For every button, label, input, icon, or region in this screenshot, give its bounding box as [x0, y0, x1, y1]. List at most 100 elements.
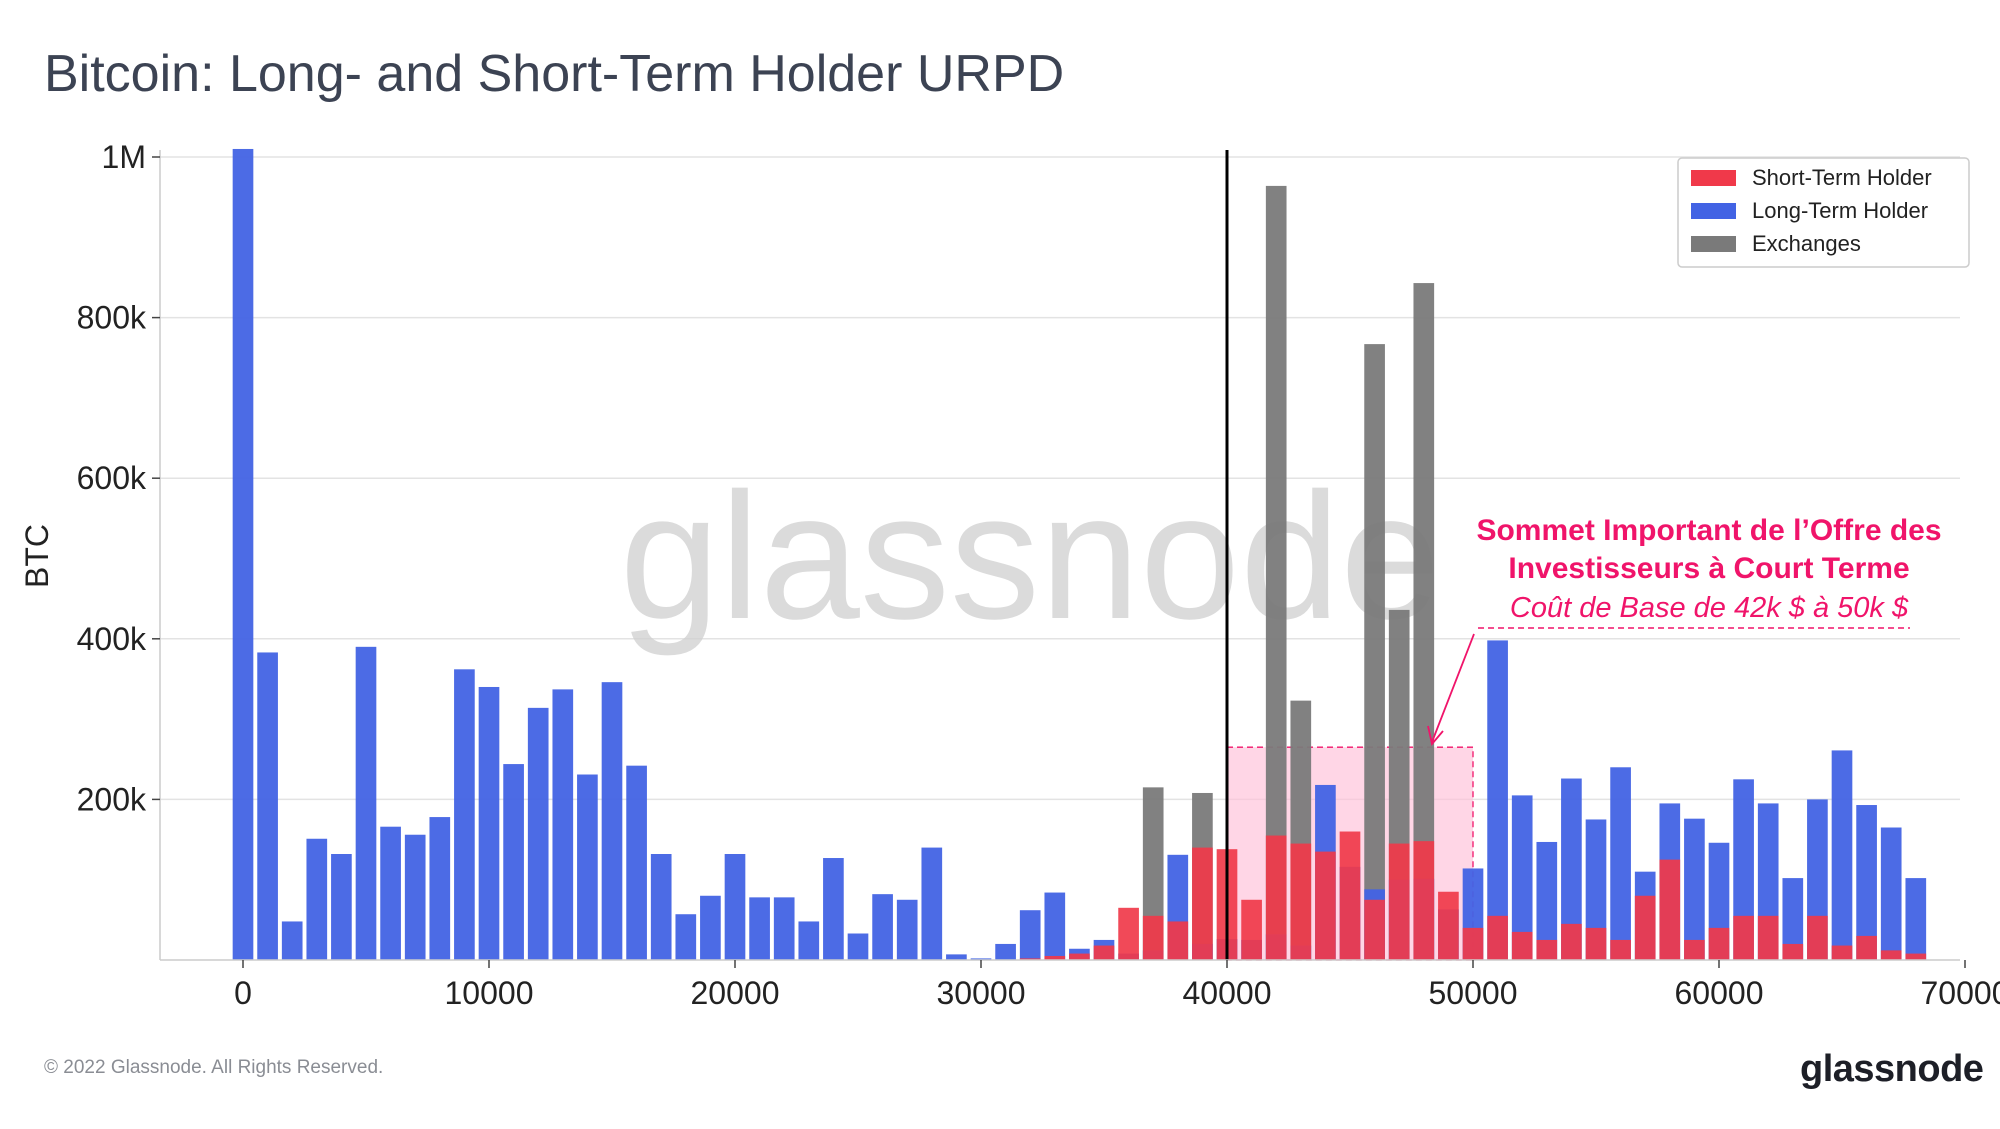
bar-long-term-holder — [1019, 910, 1041, 960]
annotation: Sommet Important de l’Offre des Investis… — [1427, 514, 1942, 746]
bar-short-term-holder — [1807, 915, 1828, 960]
bar-long-term-holder — [823, 858, 844, 960]
x-tick-label: 60000 — [1675, 975, 1764, 1011]
bar-short-term-holder — [1511, 931, 1533, 960]
bar-long-term-holder — [1044, 892, 1066, 960]
bar-short-term-holder — [1339, 831, 1361, 960]
bar-short-term-holder — [1634, 895, 1656, 960]
bar-long-term-holder — [724, 854, 746, 960]
bar-short-term-holder — [1069, 953, 1090, 960]
ticks-layer: 200k 400k 600k 800k 1M 0 10000 20000 30000 40000 5… — [77, 139, 2000, 1011]
bar-long-term-holder — [921, 847, 943, 960]
x-tick-label: 0 — [234, 975, 252, 1011]
bar-long-term-holder — [1782, 878, 1804, 960]
bar-short-term-holder — [1536, 939, 1558, 960]
bar-short-term-holder — [1585, 927, 1607, 960]
annotation-title-line-1: Sommet Important de l’Offre des — [1476, 514, 1941, 547]
copyright-text: © 2022 Glassnode. All Rights Reserved. — [44, 1057, 384, 1078]
bar-long-term-holder — [1831, 750, 1853, 960]
bar-exchanges — [1413, 283, 1435, 960]
bar-long-term-holder — [1880, 827, 1902, 960]
bar-long-term-holder — [675, 914, 697, 960]
y-axis-label: BTC — [19, 524, 55, 588]
bar-short-term-holder — [1831, 945, 1853, 960]
bar-short-term-holder — [1659, 859, 1681, 960]
legend-label-long-term-holder: Long-Term Holder — [1752, 198, 1928, 223]
watermark-glassnode: glassnode — [620, 456, 1441, 657]
bar-long-term-holder — [404, 834, 426, 960]
bar-long-term-holder — [995, 943, 1016, 960]
bar-long-term-holder — [1561, 778, 1582, 960]
bar-long-term-holder — [306, 838, 328, 960]
y-tick-label: 600k — [77, 460, 147, 496]
bar-short-term-holder — [1315, 851, 1336, 960]
bar-short-term-holder — [1487, 915, 1508, 960]
bar-long-term-holder — [552, 689, 574, 960]
bar-long-term-holder — [946, 954, 967, 960]
annotation-title-line-2: Investisseurs à Court Terme — [1508, 552, 1909, 585]
bar-long-term-holder — [1511, 795, 1533, 960]
bar-long-term-holder — [601, 682, 623, 960]
bar-short-term-holder — [1044, 955, 1066, 960]
bar-long-term-holder — [527, 707, 549, 960]
annotation-arrow — [1431, 633, 1475, 743]
bar-short-term-holder — [1856, 935, 1877, 960]
bar-short-term-holder — [1167, 921, 1189, 960]
bar-short-term-holder — [1093, 945, 1115, 960]
bar-exchanges — [1265, 185, 1287, 960]
legend: Short-Term Holder Long-Term Holder Excha… — [1677, 157, 1970, 268]
legend-swatch-long-term-holder — [1691, 203, 1736, 219]
legend-label-exchanges: Exchanges — [1752, 231, 1861, 256]
legend-swatch-short-term-holder — [1691, 170, 1736, 186]
bar-exchanges — [1364, 344, 1385, 960]
bar-short-term-holder — [1561, 923, 1582, 960]
bar-long-term-holder — [1487, 640, 1508, 960]
bar-short-term-holder — [1782, 943, 1804, 960]
bar-long-term-holder — [749, 897, 770, 960]
bar-short-term-holder — [1880, 950, 1902, 960]
bars-layer — [232, 148, 1927, 961]
bar-short-term-holder — [1462, 927, 1484, 960]
bar-long-term-holder — [429, 817, 451, 960]
legend-label-short-term-holder: Short-Term Holder — [1752, 165, 1932, 190]
legend-swatch-exchanges — [1691, 236, 1736, 252]
bar-short-term-holder — [1733, 915, 1754, 960]
bar-long-term-holder — [478, 686, 500, 960]
bar-long-term-holder — [773, 897, 795, 960]
annotation-arrow-head — [1427, 725, 1444, 746]
x-tick-label: 50000 — [1429, 975, 1518, 1011]
bar-long-term-holder — [1585, 819, 1607, 960]
bar-long-term-holder — [1905, 878, 1927, 960]
bar-short-term-holder — [1364, 899, 1385, 960]
y-tick-label: 200k — [77, 781, 147, 817]
y-tick-label: 1M — [102, 139, 146, 175]
bar-long-term-holder — [626, 765, 647, 960]
bar-long-term-holder — [577, 774, 598, 960]
x-tick-label: 70000 — [1921, 975, 2000, 1011]
x-tick-label: 40000 — [1183, 975, 1272, 1011]
bar-short-term-holder — [1192, 847, 1213, 960]
glassnode-logo: glassnode — [1800, 1048, 1984, 1090]
bar-short-term-holder — [1757, 915, 1779, 960]
bar-long-term-holder — [700, 895, 721, 960]
bar-long-term-holder — [872, 894, 893, 960]
bar-long-term-holder — [1610, 767, 1631, 960]
bar-short-term-holder — [1019, 958, 1041, 960]
bar-long-term-holder — [847, 933, 869, 960]
bar-long-term-holder — [798, 921, 820, 960]
bar-long-term-holder — [896, 899, 918, 960]
bar-long-term-holder — [355, 646, 377, 960]
y-tick-label: 400k — [77, 621, 147, 657]
bar-long-term-holder — [232, 148, 254, 961]
chart-title: Bitcoin: Long- and Short-Term Holder URP… — [44, 45, 1065, 103]
bar-long-term-holder — [281, 921, 303, 960]
bar-short-term-holder — [1142, 915, 1164, 960]
bar-long-term-holder — [1536, 841, 1558, 960]
bar-short-term-holder — [1610, 939, 1631, 960]
bar-short-term-holder — [1905, 953, 1927, 960]
bar-short-term-holder — [1118, 907, 1139, 960]
bar-short-term-holder — [1684, 939, 1705, 960]
bar-short-term-holder — [1290, 843, 1312, 960]
bar-short-term-holder — [1413, 841, 1435, 960]
